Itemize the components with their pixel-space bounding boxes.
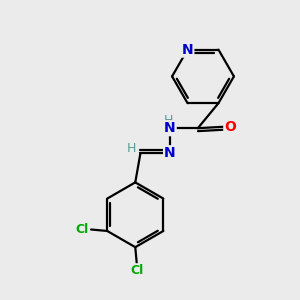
Text: O: O bbox=[224, 120, 236, 134]
Text: H: H bbox=[127, 142, 136, 155]
Text: N: N bbox=[182, 43, 194, 57]
Text: N: N bbox=[164, 146, 176, 160]
Text: N: N bbox=[164, 121, 176, 135]
Text: Cl: Cl bbox=[130, 264, 143, 277]
Text: H: H bbox=[164, 114, 173, 127]
Text: Cl: Cl bbox=[76, 223, 89, 236]
